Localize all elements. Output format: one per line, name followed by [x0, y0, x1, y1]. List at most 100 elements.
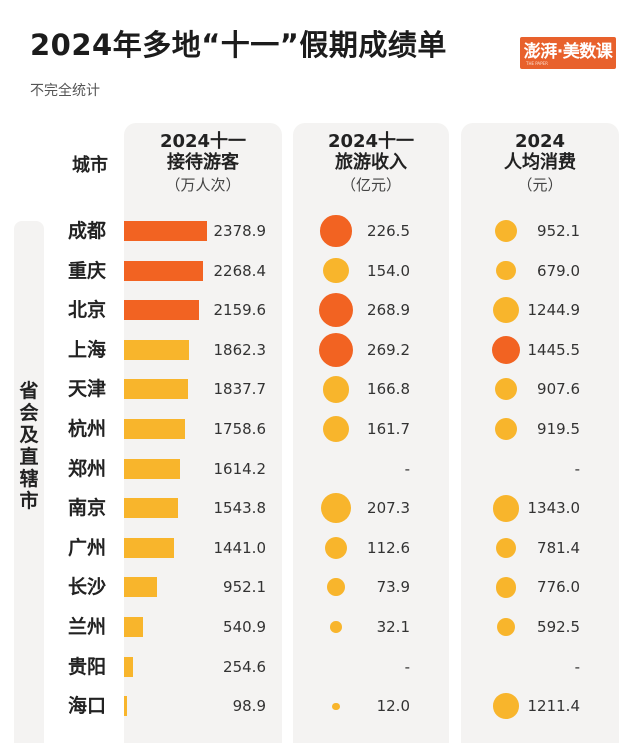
visitors-bar: [124, 656, 133, 677]
spend-header-line2: 人均消费: [504, 152, 576, 173]
visitors-bar: [124, 537, 175, 558]
visitors-bar: [124, 260, 204, 281]
spend-circle: [493, 693, 519, 719]
visitors-bar: [124, 419, 186, 439]
city-column-header: 城市: [72, 155, 108, 176]
spend-circle: [495, 577, 517, 598]
city-label: 兰州: [68, 616, 107, 638]
spend-value: 907.6: [537, 380, 580, 399]
income-value: 268.9: [367, 301, 410, 320]
income-header-line2: 旅游收入: [335, 152, 407, 173]
city-label: 郑州: [68, 457, 107, 480]
city-label: 广州: [68, 536, 107, 559]
city-label: 重庆: [68, 259, 107, 282]
page-title: 2024年多地“十一”假期成绩单: [30, 28, 447, 62]
visitors-header-line1: 2024十一: [159, 131, 247, 152]
visitors-value: 1837.7: [213, 380, 267, 399]
spend-circle: [494, 219, 518, 243]
spend-panel: [461, 123, 619, 743]
visitors-value: 98.9: [232, 697, 266, 716]
spend-circle: [492, 494, 520, 522]
city-label: 海口: [68, 695, 107, 718]
income-circle: [327, 578, 345, 597]
spend-circle: [497, 618, 515, 636]
visitors-value: 1614.2: [213, 459, 267, 478]
income-value: 161.7: [367, 420, 410, 438]
spend-circle: [493, 297, 519, 324]
income-header-unit: （亿元）: [340, 176, 401, 194]
income-circle: [323, 257, 349, 284]
visitors-value: 540.9: [223, 618, 266, 636]
spend-value: 952.1: [537, 222, 580, 240]
city-label: 上海: [68, 338, 107, 361]
visitors-value: 1862.3: [213, 340, 267, 359]
income-circle: [322, 376, 350, 403]
visitors-bar: [124, 696, 128, 717]
spend-value: 781.4: [537, 538, 580, 557]
income-value: 112.6: [367, 538, 410, 557]
visitors-header-line2: 接待游客: [167, 152, 239, 173]
visitors-bar: [124, 577, 158, 598]
spend-circle: [494, 378, 518, 401]
visitors-bar: [124, 221, 207, 241]
brand-logo-sub: THE PAPER: [526, 61, 548, 66]
visitors-value: 2159.6: [213, 301, 267, 320]
city-label: 杭州: [68, 418, 107, 440]
income-circle: [325, 536, 347, 559]
spend-value: -: [574, 657, 580, 676]
city-label: 北京: [68, 299, 107, 322]
visitors-value: 952.1: [223, 578, 266, 597]
visitors-value: 2378.9: [213, 222, 267, 240]
income-circle: [322, 415, 350, 443]
visitors-column-header: 2024十一 接待游客 （万人次）: [124, 131, 282, 196]
income-value: 154.0: [367, 261, 410, 280]
page-subtitle: 不完全统计: [30, 83, 100, 99]
city-label: 成都: [68, 220, 107, 242]
spend-value: 776.0: [537, 578, 580, 597]
side-band: [14, 221, 44, 743]
visitors-bar: [124, 300, 200, 321]
income-header-line1: 2024十一: [327, 131, 415, 152]
income-circle: [332, 702, 340, 710]
visitors-value: 1441.0: [213, 538, 267, 557]
visitors-value: 1543.8: [213, 499, 267, 518]
income-value: 12.0: [376, 697, 410, 716]
spend-header-line1: 2024: [514, 131, 566, 152]
visitors-header-unit: （万人次）: [165, 176, 241, 194]
income-value: 166.8: [367, 380, 410, 399]
visitors-bar: [124, 498, 178, 519]
city-label: 贵阳: [68, 655, 107, 678]
spend-value: 1244.9: [527, 301, 581, 320]
visitors-bar: [124, 458, 181, 479]
city-label: 天津: [68, 378, 107, 401]
income-value: 207.3: [367, 499, 410, 518]
spend-value: -: [574, 459, 580, 478]
spend-circle: [496, 261, 516, 281]
brand-logo: 澎湃·美数课: [520, 37, 616, 69]
income-circle: [319, 332, 353, 367]
spend-value: 592.5: [537, 618, 580, 636]
city-label: 长沙: [68, 576, 107, 599]
income-value: 73.9: [376, 578, 410, 597]
income-circle: [319, 293, 353, 328]
visitors-bar: [124, 379, 189, 400]
income-value: 32.1: [376, 618, 410, 636]
visitors-value: 1758.6: [213, 420, 267, 438]
spend-header-unit: （元）: [517, 176, 563, 194]
side-label: 省会及直辖市: [19, 380, 39, 512]
income-circle: [320, 215, 352, 247]
spend-value: 1343.0: [527, 499, 581, 518]
visitors-value: 2268.4: [213, 261, 267, 280]
income-value: 269.2: [367, 340, 410, 359]
income-circle: [321, 493, 351, 524]
income-value: -: [404, 459, 410, 478]
visitors-value: 254.6: [223, 657, 266, 676]
spend-value: 679.0: [537, 261, 580, 280]
income-column-header: 2024十一 旅游收入 （亿元）: [293, 131, 449, 196]
income-value: 226.5: [367, 222, 410, 240]
city-label: 南京: [68, 497, 107, 520]
spend-value: 1211.4: [527, 697, 581, 716]
income-value: -: [404, 657, 410, 676]
income-circle: [330, 621, 342, 633]
spend-circle: [492, 335, 520, 364]
